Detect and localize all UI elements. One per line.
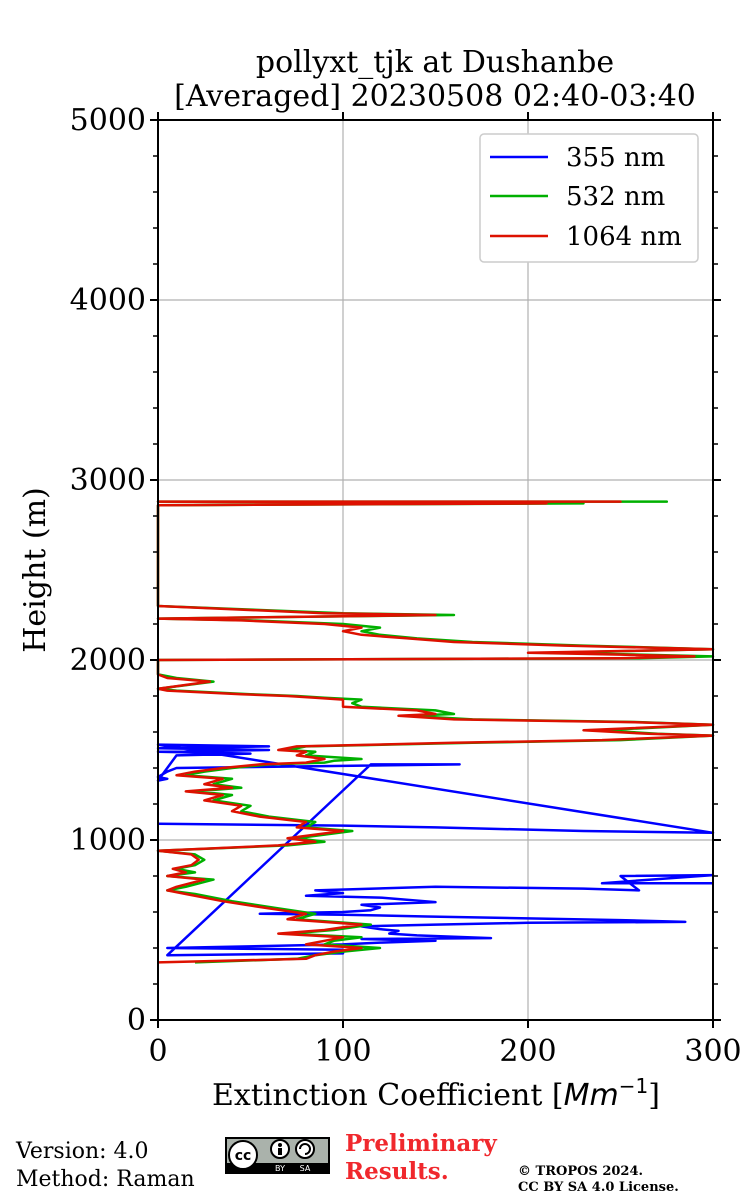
- footer-info: Version: 4.0 Method: Raman: [16, 1138, 195, 1194]
- sa-badge-label: SA: [300, 1164, 311, 1173]
- x-axis-label-text: Extinction Coefficient [: [212, 1078, 564, 1113]
- preliminary-line2: Results.: [345, 1158, 449, 1185]
- copyright-line2: CC BY SA 4.0 License.: [518, 1180, 679, 1195]
- y-tick-label: 5000: [70, 103, 146, 138]
- x-tick-label: 200: [499, 1034, 556, 1069]
- chart-title-line1: pollyxt_tjk at Dushanbe: [256, 45, 614, 80]
- x-axis-label-close: ]: [648, 1078, 660, 1113]
- axis-ticks: [150, 112, 721, 1028]
- version-text: Version: 4.0: [16, 1139, 149, 1164]
- by-badge-label: BY: [275, 1164, 285, 1173]
- x-axis-label-unit: Mm: [564, 1078, 619, 1113]
- plot-frame: [157, 119, 714, 1021]
- cc-by-sa-badge-icon: cc BY SA: [225, 1137, 330, 1174]
- preliminary-line1: Preliminary: [345, 1130, 497, 1157]
- legend-box: [479, 133, 699, 263]
- series-line-1064-nm: [156, 500, 715, 964]
- legend-label-532: 532 nm: [566, 182, 665, 212]
- x-axis-label-exponent: −1: [619, 1074, 648, 1098]
- chart-title-line2: [Averaged] 20230508 02:40-03:40: [174, 79, 696, 114]
- copyright-line1: © TROPOS 2024.: [518, 1164, 644, 1179]
- y-tick-label: 1000: [70, 823, 146, 858]
- preliminary-results-label: Preliminary Results.: [345, 1130, 497, 1186]
- x-tick-label: 100: [314, 1034, 371, 1069]
- x-axis-label: Extinction Coefficient [Mm−1]: [212, 1074, 660, 1113]
- series-line-355-nm: [156, 743, 715, 957]
- cc-badge-label: cc: [235, 1148, 252, 1164]
- y-tick-label: 3000: [70, 463, 146, 498]
- y-tick-label: 4000: [70, 283, 146, 318]
- x-tick-label: 0: [148, 1034, 167, 1069]
- series-layer: [156, 500, 715, 964]
- y-tick-label: 0: [127, 1003, 146, 1038]
- legend-label-1064: 1064 nm: [566, 222, 682, 252]
- x-tick-label: 300: [684, 1034, 741, 1069]
- copyright-notice: © TROPOS 2024. CC BY SA 4.0 License.: [518, 1164, 679, 1196]
- method-text: Method: Raman: [16, 1167, 195, 1192]
- legend: 355 nm 532 nm 1064 nm: [479, 133, 699, 263]
- y-axis-label: Height (m): [18, 487, 53, 652]
- y-tick-label: 2000: [70, 643, 146, 678]
- legend-label-355: 355 nm: [566, 143, 665, 173]
